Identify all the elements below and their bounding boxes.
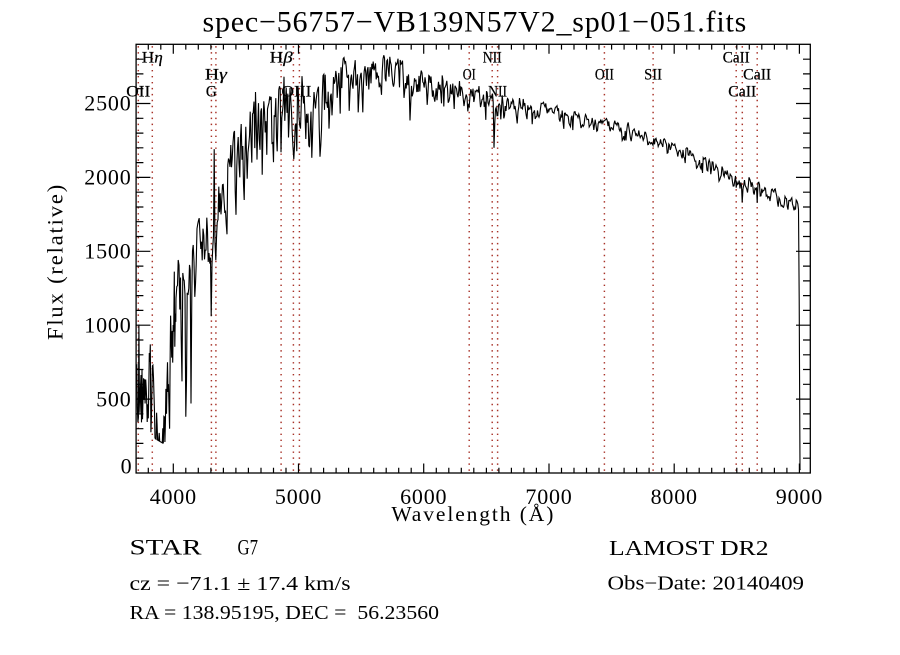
svg-text:Flux (relative): Flux (relative): [43, 183, 68, 340]
svg-text:LAMOST DR2: LAMOST DR2: [609, 536, 769, 560]
svg-text:OIII: OIII: [281, 84, 311, 101]
svg-text:OII: OII: [595, 67, 614, 84]
svg-text:CaII: CaII: [728, 84, 756, 101]
svg-text:NII: NII: [488, 84, 507, 101]
svg-text:Wavelength (Å): Wavelength (Å): [391, 502, 555, 526]
svg-text:9000: 9000: [776, 484, 823, 509]
svg-text:2000: 2000: [84, 165, 131, 190]
svg-text:Hη: Hη: [142, 49, 163, 66]
svg-text:6000: 6000: [400, 484, 447, 509]
svg-text:NII: NII: [483, 49, 502, 66]
svg-text:5000: 5000: [275, 484, 322, 509]
svg-text:RA = 138.95195, DEC = 56.2356: RA = 138.95195, DEC = 56.23560: [130, 602, 440, 624]
svg-text:2500: 2500: [84, 91, 131, 116]
svg-text:STAR: STAR: [130, 535, 202, 560]
svg-text:cz = −71.1 ± 17.4 km/s: cz = −71.1 ± 17.4 km/s: [130, 573, 351, 595]
svg-text:G7: G7: [238, 535, 259, 560]
svg-text:7000: 7000: [525, 484, 572, 509]
svg-text:SII: SII: [644, 67, 662, 84]
svg-text:Hβ: Hβ: [270, 49, 293, 66]
svg-text:1500: 1500: [84, 239, 131, 264]
svg-text:CaII: CaII: [743, 67, 771, 84]
svg-text:spec−56757−VB139N57V2_sp01−051: spec−56757−VB139N57V2_sp01−051.fits: [203, 6, 748, 39]
svg-text:CaII: CaII: [723, 49, 750, 66]
svg-text:OI: OI: [463, 67, 476, 84]
svg-text:OII: OII: [126, 84, 150, 101]
svg-text:1000: 1000: [84, 312, 131, 337]
svg-text:500: 500: [96, 386, 131, 411]
svg-text:4000: 4000: [150, 484, 197, 509]
svg-text:Hγ: Hγ: [205, 67, 228, 84]
svg-text:8000: 8000: [651, 484, 698, 509]
svg-text:Obs−Date: 20140409: Obs−Date: 20140409: [608, 574, 805, 595]
svg-text:0: 0: [121, 454, 134, 479]
svg-text:G: G: [206, 84, 217, 101]
